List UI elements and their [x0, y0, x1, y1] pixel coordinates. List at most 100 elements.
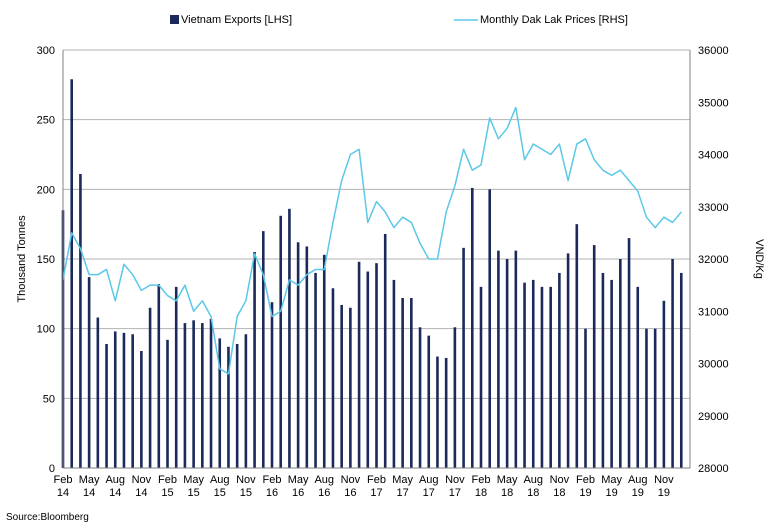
x-tick-month-13: May: [392, 474, 413, 486]
bar-63: [610, 279, 613, 468]
left-tick-label-6: 300: [37, 45, 55, 57]
bar-43: [436, 356, 439, 468]
x-tick-year-10: 16: [318, 487, 330, 499]
left-tick-label-4: 200: [37, 184, 55, 196]
bar-14: [183, 323, 187, 468]
x-tick-year-9: 16: [292, 487, 304, 499]
bar-21: [244, 334, 248, 468]
right-tick-label-2: 30000: [698, 359, 729, 371]
x-tick-year-1: 14: [83, 487, 95, 499]
bar-39: [401, 298, 404, 468]
bar-50: [497, 250, 500, 468]
bar-46: [462, 247, 465, 468]
x-tick-year-8: 16: [266, 487, 278, 499]
bar-16: [201, 323, 204, 468]
left-tick-label-0: 0: [49, 463, 55, 475]
bar-69: [662, 300, 666, 468]
x-tick-month-22: Aug: [628, 474, 648, 486]
x-tick-month-19: Nov: [550, 474, 570, 486]
bar-9: [140, 350, 143, 468]
bar-35: [366, 271, 370, 468]
bar-47: [470, 187, 474, 468]
source-note: Source:Bloomberg: [6, 512, 89, 523]
x-tick-month-18: Aug: [523, 474, 543, 486]
right-axis-title: VND/Kg: [753, 239, 765, 279]
bar-8: [131, 334, 134, 468]
bar-32: [340, 304, 343, 468]
right-tick-label-0: 28000: [698, 463, 729, 475]
bar-series-vietnam-exports: [61, 79, 683, 469]
x-tick-year-16: 18: [475, 487, 487, 499]
bar-58: [566, 253, 570, 468]
bar-12: [166, 339, 169, 468]
x-tick-year-0: 14: [57, 487, 69, 499]
left-axis-title: Thousand Tonnes: [16, 215, 28, 303]
bar-1: [70, 79, 74, 468]
bar-33: [349, 307, 352, 468]
x-tick-month-1: May: [79, 474, 100, 486]
x-tick-year-23: 19: [658, 487, 670, 499]
bar-11: [157, 284, 161, 468]
bar-60: [584, 328, 587, 468]
right-tick-label-1: 29000: [698, 411, 729, 423]
x-tick-month-14: Aug: [419, 474, 439, 486]
x-tick-month-9: May: [288, 474, 309, 486]
bar-6: [113, 331, 117, 468]
bar-13: [174, 286, 178, 468]
bar-61: [592, 245, 596, 468]
bar-51: [505, 259, 509, 468]
bar-56: [549, 286, 552, 468]
left-tick-label-1: 50: [43, 393, 55, 405]
right-axis-tick-labels: 28000 29000 30000 31000 32000 33000 34000 35000…: [698, 45, 729, 475]
x-tick-month-6: Aug: [210, 474, 230, 486]
bar-68: [653, 328, 657, 468]
x-tick-month-15: Nov: [445, 474, 465, 486]
bar-26: [288, 208, 291, 468]
legend-label-exports: Vietnam Exports [LHS]: [181, 14, 292, 26]
left-tick-label-5: 250: [37, 115, 55, 127]
x-tick-year-19: 18: [553, 487, 565, 499]
x-tick-month-4: Feb: [158, 474, 177, 486]
bar-59: [575, 224, 579, 468]
bar-53: [523, 282, 526, 468]
x-tick-month-3: Nov: [132, 474, 152, 486]
right-tick-label-4: 32000: [698, 254, 729, 266]
bar-18: [218, 338, 222, 468]
bar-42: [427, 335, 431, 468]
bar-44: [444, 357, 448, 468]
bar-25: [279, 215, 283, 468]
x-tick-year-22: 19: [632, 487, 644, 499]
bar-4: [96, 317, 100, 468]
bar-57: [558, 272, 561, 468]
bar-28: [305, 246, 309, 468]
axes: [62, 50, 691, 469]
bar-22: [253, 252, 256, 468]
bar-45: [453, 327, 457, 468]
x-tick-month-21: May: [601, 474, 622, 486]
bar-71: [679, 272, 683, 468]
right-tick-label-7: 35000: [698, 97, 729, 109]
x-tick-month-12: Feb: [367, 474, 386, 486]
bar-62: [601, 272, 605, 468]
bar-31: [331, 288, 335, 468]
price-line: [62, 106, 682, 375]
line-series-dak-lak-prices: [62, 106, 682, 375]
bar-70: [671, 259, 674, 468]
legend-swatch-exports: [170, 15, 179, 24]
bar-38: [392, 279, 396, 468]
bar-20: [235, 343, 239, 468]
bar-5: [105, 343, 108, 468]
bar-65: [627, 238, 631, 468]
bar-10: [148, 307, 152, 468]
x-tick-year-17: 18: [501, 487, 513, 499]
right-tick-label-5: 33000: [698, 202, 729, 214]
bar-36: [375, 263, 378, 468]
left-axis-tick-labels: 0 50 100 150 200 250 300: [37, 45, 55, 475]
x-tick-year-11: 16: [344, 487, 356, 499]
x-tick-month-0: Feb: [54, 474, 73, 486]
x-tick-month-5: May: [183, 474, 204, 486]
x-tick-year-20: 19: [579, 487, 591, 499]
x-tick-year-4: 15: [161, 487, 173, 499]
bar-24: [270, 302, 274, 468]
